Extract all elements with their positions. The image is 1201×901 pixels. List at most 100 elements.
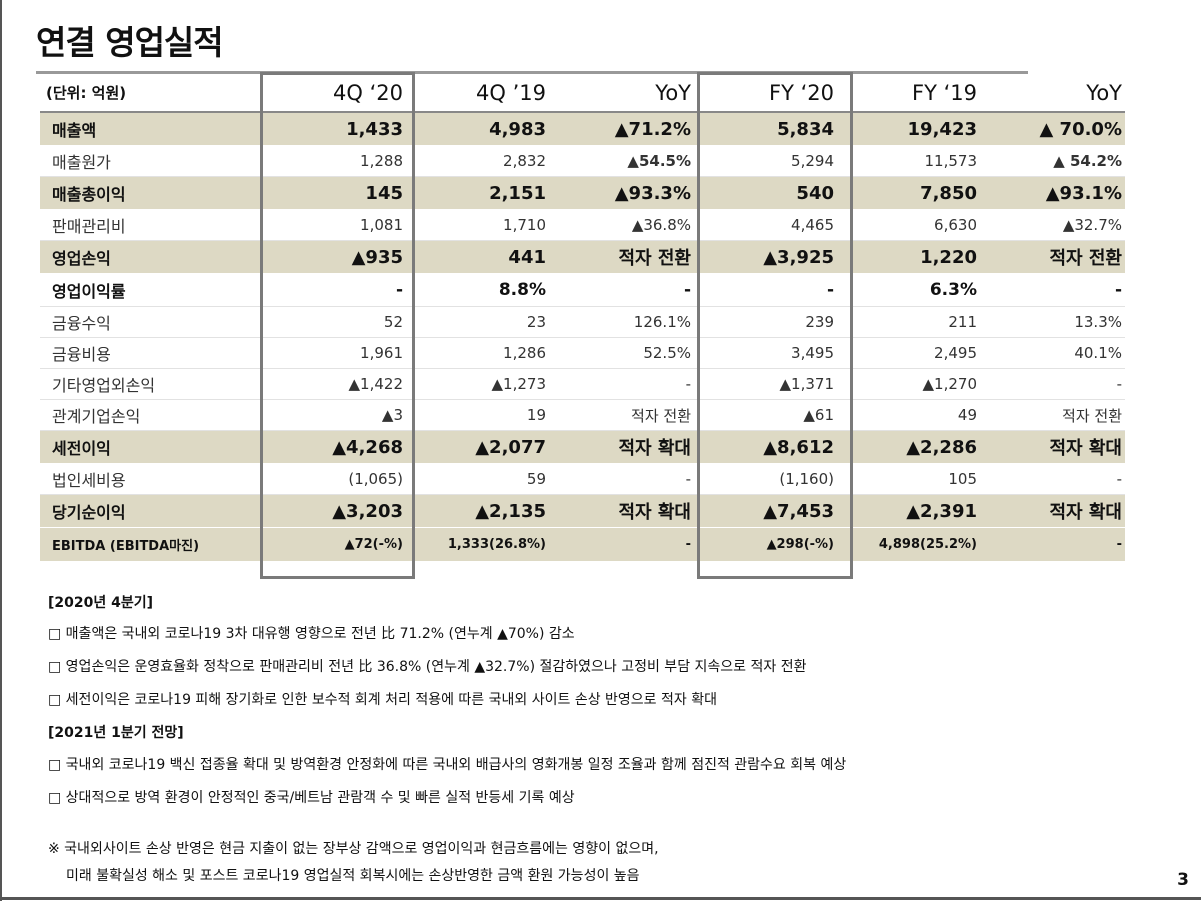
- bullet-item: □ 상대적으로 방역 환경이 안정적인 중국/베트남 관람객 수 및 빠른 실적…: [48, 790, 575, 806]
- cell: 19: [406, 399, 549, 431]
- cell: ▲71.2%: [549, 112, 694, 146]
- cell: ▲8,612: [694, 430, 837, 464]
- title-underline: [36, 71, 1028, 74]
- cell: 59: [406, 463, 549, 495]
- cell: ▲1,422: [262, 368, 406, 400]
- col-header-yoy-fy: YoY: [980, 74, 1125, 113]
- table-row: 금융수익 52 23 126.1% 239 211 13.3%: [40, 306, 1125, 338]
- cell: 적자 전환: [980, 399, 1125, 431]
- cell: ▲93.1%: [980, 176, 1125, 210]
- row-label: 매출원가: [40, 145, 262, 177]
- cell: (1,065): [262, 463, 406, 495]
- cell: 2,151: [406, 176, 549, 210]
- cell: 40.1%: [980, 337, 1125, 369]
- cell: ▲2,286: [837, 430, 980, 464]
- table-row: 영업이익률 - 8.8% - - 6.3% -: [40, 273, 1125, 307]
- cell: 1,961: [262, 337, 406, 369]
- cell: 1,220: [837, 240, 980, 274]
- cell: ▲ 70.0%: [980, 112, 1125, 146]
- cell: 126.1%: [549, 306, 694, 338]
- row-label: 판매관리비: [40, 209, 262, 241]
- section-title-2021q1: [2021년 1분기 전망]: [48, 725, 184, 741]
- cell: -: [980, 273, 1125, 307]
- footnote-line: 미래 불확실성 해소 및 포스트 코로나19 영업실적 회복시에는 손상반영한 …: [66, 868, 640, 884]
- table-row: 금융비용 1,961 1,286 52.5% 3,495 2,495 40.1%: [40, 337, 1125, 369]
- results-table: (단위: 억원) 4Q ‘20 4Q ’19 YoY FY ‘20 FY ‘19…: [40, 74, 1125, 561]
- cell: ▲298(-%): [694, 527, 837, 561]
- cell: ▲3,925: [694, 240, 837, 274]
- cell: 4,465: [694, 209, 837, 241]
- table-row: 기타영업외손익 ▲1,422 ▲1,273 - ▲1,371 ▲1,270 -: [40, 368, 1125, 400]
- footnote-line: ※ 국내외사이트 손상 반영은 현금 지출이 없는 장부상 감액으로 영업이익과…: [48, 841, 659, 857]
- cell: 1,433: [262, 112, 406, 146]
- cell: ▲ 54.2%: [980, 145, 1125, 177]
- col-header-yoy-q: YoY: [549, 74, 694, 113]
- cell: ▲72(-%): [262, 527, 406, 561]
- cell: -: [549, 463, 694, 495]
- bullet-item: □ 국내외 코로나19 백신 접종율 확대 및 방역환경 안정화에 따른 국내외…: [48, 757, 847, 773]
- cell: 49: [837, 399, 980, 431]
- cell: ▲1,371: [694, 368, 837, 400]
- col-header-fy19: FY ‘19: [837, 74, 980, 113]
- section-title-2020q4: [2020년 4분기]: [48, 595, 154, 611]
- cell: 239: [694, 306, 837, 338]
- cell: 6,630: [837, 209, 980, 241]
- cell: ▲93.3%: [549, 176, 694, 210]
- cell: 8.8%: [406, 273, 549, 307]
- cell: 5,834: [694, 112, 837, 146]
- unit-label: (단위: 억원): [40, 74, 262, 113]
- row-label: 영업손익: [40, 240, 262, 274]
- cell: 441: [406, 240, 549, 274]
- cell: ▲1,270: [837, 368, 980, 400]
- row-label: 당기순이익: [40, 494, 262, 528]
- footnote: ※ 국내외사이트 손상 반영은 현금 지출이 없는 장부상 감액으로 영업이익과…: [48, 836, 659, 890]
- row-label: 기타영업외손익: [40, 368, 262, 400]
- cell: 2,495: [837, 337, 980, 369]
- cell: 540: [694, 176, 837, 210]
- cell: 1,286: [406, 337, 549, 369]
- cell: 11,573: [837, 145, 980, 177]
- table-row: 매출총이익 145 2,151 ▲93.3% 540 7,850 ▲93.1%: [40, 176, 1125, 210]
- cell: (1,160): [694, 463, 837, 495]
- col-header-fy20: FY ‘20: [694, 74, 837, 113]
- cell: ▲2,391: [837, 494, 980, 528]
- col-header-4q20: 4Q ‘20: [262, 74, 406, 113]
- cell: -: [694, 273, 837, 307]
- notes-section: [2020년 4분기] □ 매출액은 국내외 코로나19 3차 대유행 영향으로…: [48, 592, 1168, 807]
- cell: 적자 확대: [980, 430, 1125, 464]
- cell: 2,832: [406, 145, 549, 177]
- cell: 1,333(26.8%): [406, 527, 549, 561]
- table-row: 판매관리비 1,081 1,710 ▲36.8% 4,465 6,630 ▲32…: [40, 209, 1125, 241]
- cell: 적자 확대: [549, 494, 694, 528]
- row-label: 금융비용: [40, 337, 262, 369]
- table-row: 당기순이익 ▲3,203 ▲2,135 적자 확대 ▲7,453 ▲2,391 …: [40, 494, 1125, 528]
- row-label: 세전이익: [40, 430, 262, 464]
- bullet-item: □ 세전이익은 코로나19 피해 장기화로 인한 보수적 회계 처리 적용에 따…: [48, 692, 717, 708]
- cell: ▲4,268: [262, 430, 406, 464]
- cell: -: [262, 273, 406, 307]
- cell: ▲36.8%: [549, 209, 694, 241]
- bullet-item: □ 매출액은 국내외 코로나19 3차 대유행 영향으로 전년 比 71.2% …: [48, 626, 575, 642]
- cell: 1,288: [262, 145, 406, 177]
- cell: 적자 확대: [549, 430, 694, 464]
- cell: -: [549, 368, 694, 400]
- page-title: 연결 영업실적: [36, 23, 224, 62]
- cell: 4,983: [406, 112, 549, 146]
- cell: 적자 전환: [980, 240, 1125, 274]
- cell: ▲3: [262, 399, 406, 431]
- cell: ▲7,453: [694, 494, 837, 528]
- cell: 52: [262, 306, 406, 338]
- cell: ▲1,273: [406, 368, 549, 400]
- cell: 145: [262, 176, 406, 210]
- cell: 4,898(25.2%): [837, 527, 980, 561]
- table-row: 매출액 1,433 4,983 ▲71.2% 5,834 19,423 ▲ 70…: [40, 112, 1125, 146]
- table-header-row: (단위: 억원) 4Q ‘20 4Q ’19 YoY FY ‘20 FY ‘19…: [40, 74, 1125, 113]
- cell: 19,423: [837, 112, 980, 146]
- cell: 5,294: [694, 145, 837, 177]
- row-label: 영업이익률: [40, 273, 262, 307]
- cell: 적자 확대: [980, 494, 1125, 528]
- cell: ▲32.7%: [980, 209, 1125, 241]
- cell: 52.5%: [549, 337, 694, 369]
- cell: ▲2,077: [406, 430, 549, 464]
- cell: 1,710: [406, 209, 549, 241]
